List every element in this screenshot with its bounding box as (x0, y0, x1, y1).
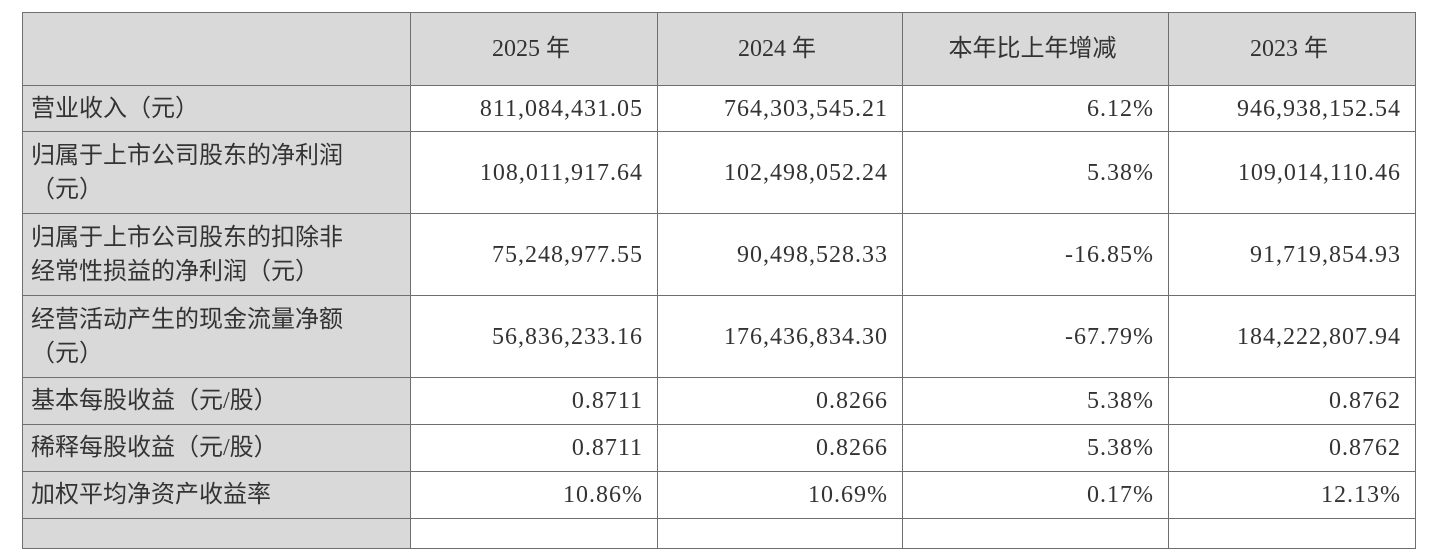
row-label: 归属于上市公司股东的净利润（元） (22, 131, 411, 214)
corner-cell (22, 12, 411, 86)
value-cell: 0.8266 (657, 424, 903, 472)
value-cell: 184,222,807.94 (1168, 295, 1416, 378)
row-label: 营业收入（元） (22, 85, 411, 132)
column-header: 2025 年 (410, 12, 658, 86)
value-cell: 0.8266 (657, 377, 903, 425)
table-row: 基本每股收益（元/股） 0.8711 0.8266 5.38% 0.8762 (22, 377, 1416, 425)
value-cell: 0.8711 (410, 424, 658, 472)
value-cell: 5.38% (902, 424, 1169, 472)
value-cell: 102,498,052.24 (657, 131, 903, 214)
row-label: 归属于上市公司股东的扣除非经常性损益的净利润（元） (22, 213, 411, 296)
value-cell: 764,303,545.21 (657, 85, 903, 132)
column-header: 2023 年 (1168, 12, 1416, 86)
table-row: 经营活动产生的现金流量净额（元） 56,836,233.16 176,436,834… (22, 295, 1416, 378)
financial-table: 2025 年 2024 年本年比上年增减 2023 年 营业收入（元） 811,084… (22, 12, 1416, 549)
value-cell: 56,836,233.16 (410, 295, 658, 378)
row-label (22, 518, 411, 549)
table-head: 2025 年 2024 年本年比上年增减 2023 年 (22, 12, 1416, 86)
value-cell: 946,938,152.54 (1168, 85, 1416, 132)
value-cell: 5.38% (902, 131, 1169, 214)
row-label: 稀释每股收益（元/股） (22, 424, 411, 472)
table-row: 加权平均净资产收益率 10.86% 10.69% 0.17% 12.13% (22, 471, 1416, 519)
column-header: 2024 年 (657, 12, 903, 86)
table-row: 归属于上市公司股东的净利润（元） 108,011,917.64 102,498,05… (22, 131, 1416, 214)
value-cell: -67.79% (902, 295, 1169, 378)
value-cell: 6.12% (902, 85, 1169, 132)
value-cell: 90,498,528.33 (657, 213, 903, 296)
table-body: 营业收入（元） 811,084,431.05 764,303,545.21 6.12%… (22, 85, 1416, 549)
value-cell: 176,436,834.30 (657, 295, 903, 378)
value-cell: 0.17% (902, 471, 1169, 519)
value-cell: 12.13% (1168, 471, 1416, 519)
value-cell: 10.69% (657, 471, 903, 519)
header-row: 2025 年 2024 年本年比上年增减 2023 年 (22, 12, 1416, 86)
table-row: 稀释每股收益（元/股） 0.8711 0.8266 5.38% 0.8762 (22, 424, 1416, 472)
table-row (22, 518, 1416, 549)
value-cell: 0.8762 (1168, 424, 1416, 472)
table-row: 营业收入（元） 811,084,431.05 764,303,545.21 6.12%… (22, 85, 1416, 132)
value-cell: 108,011,917.64 (410, 131, 658, 214)
value-cell: 0.8762 (1168, 377, 1416, 425)
row-label: 加权平均净资产收益率 (22, 471, 411, 519)
table-row: 归属于上市公司股东的扣除非经常性损益的净利润（元） 75,248,977.55 90… (22, 213, 1416, 296)
value-cell: 75,248,977.55 (410, 213, 658, 296)
row-label: 经营活动产生的现金流量净额（元） (22, 295, 411, 378)
value-cell: 10.86% (410, 471, 658, 519)
column-header: 本年比上年增减 (902, 12, 1169, 86)
value-cell (902, 518, 1169, 549)
value-cell (410, 518, 658, 549)
value-cell (1168, 518, 1416, 549)
page: 2025 年 2024 年本年比上年增减 2023 年 营业收入（元） 811,084… (22, 12, 1416, 549)
value-cell: 109,014,110.46 (1168, 131, 1416, 214)
row-label: 基本每股收益（元/股） (22, 377, 411, 425)
value-cell: -16.85% (902, 213, 1169, 296)
value-cell: 91,719,854.93 (1168, 213, 1416, 296)
value-cell: 5.38% (902, 377, 1169, 425)
value-cell: 811,084,431.05 (410, 85, 658, 132)
value-cell: 0.8711 (410, 377, 658, 425)
value-cell (657, 518, 903, 549)
